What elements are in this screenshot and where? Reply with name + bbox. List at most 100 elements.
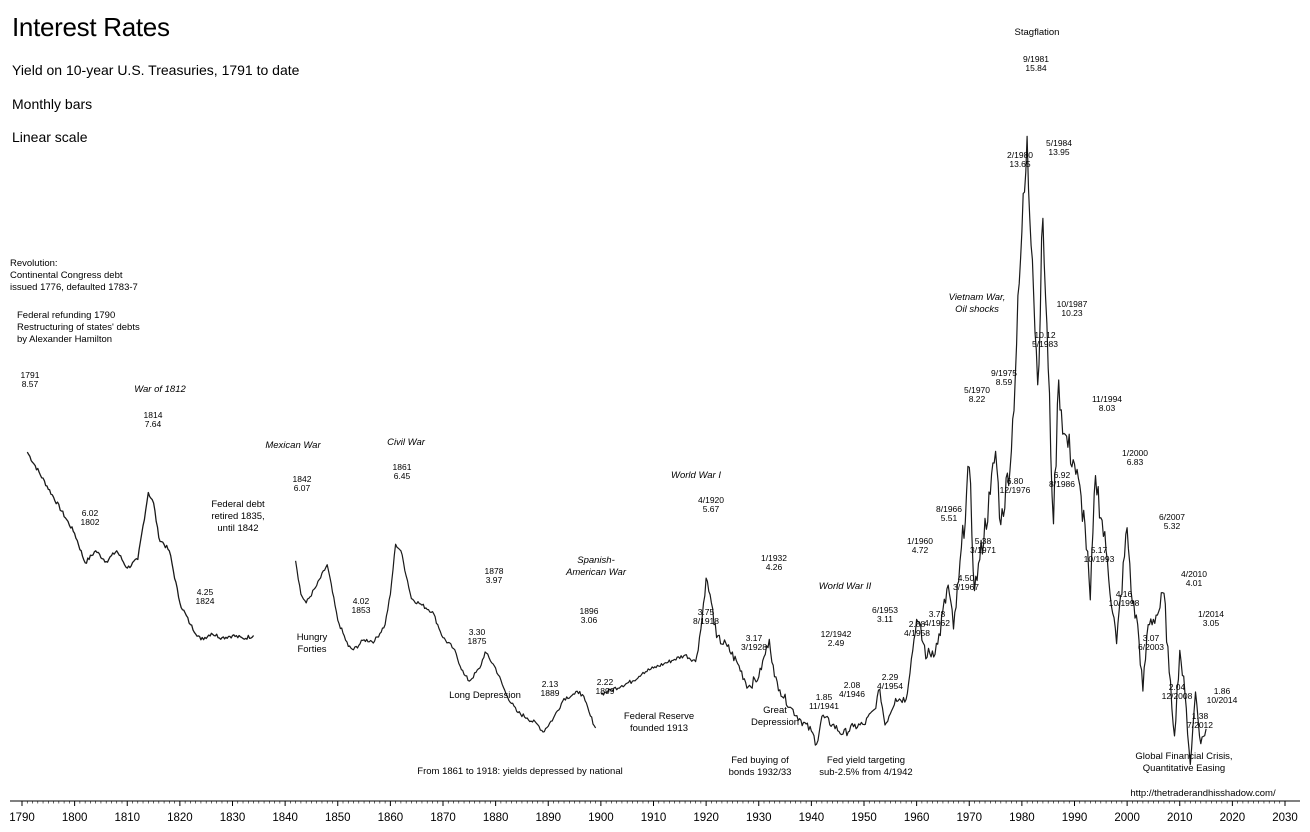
event-note-11-line-1: Forties <box>297 644 326 655</box>
annotation-bottom-37: 10/1993 <box>1084 554 1115 564</box>
annotation-top-1: 6.02 <box>82 508 99 518</box>
event-note-4-line-1: American War <box>565 567 627 578</box>
annotation-bottom-0: 8.57 <box>22 379 39 389</box>
annotation-bottom-34: 10.23 <box>1061 308 1083 318</box>
annotation-top-9: 2.13 <box>542 679 559 689</box>
annotation-bottom-10: 3.06 <box>581 615 598 625</box>
annotation-bottom-6: 6.45 <box>394 471 411 481</box>
x-tick-label-2020: 2020 <box>1220 812 1246 824</box>
annotation-bottom-46: 10/2014 <box>1207 695 1238 705</box>
annotation-top-19: 6/1953 <box>872 605 898 615</box>
series-line-yield-seg-2 <box>600 135 1207 766</box>
annotation-bottom-30: 13.65 <box>1009 159 1031 169</box>
event-note-18-line-1: Quantitative Easing <box>1143 763 1225 774</box>
annotation-top-4: 1842 <box>293 474 312 484</box>
annotation-bottom-36: 8.03 <box>1099 403 1116 413</box>
annotation-top-13: 3.75 <box>698 607 715 617</box>
annotation-bottom-35: 8/1986 <box>1049 479 1075 489</box>
annotation-top-0: 1791 <box>21 370 40 380</box>
annotation-top-15: 3.17 <box>746 633 763 643</box>
event-note-13-line-0: Federal Reserve <box>624 711 694 722</box>
annotation-top-6: 1861 <box>393 462 412 472</box>
annotation-bottom-8: 3.97 <box>486 575 503 585</box>
annotation-top-24: 8/1966 <box>936 504 962 514</box>
annotation-top-31: 9/1981 <box>1023 54 1049 64</box>
annotation-bottom-15: 3/1928 <box>741 642 767 652</box>
x-tick-label-1880: 1880 <box>483 812 509 824</box>
event-note-9-line-2: by Alexander Hamilton <box>17 334 112 345</box>
annotation-bottom-21: 4/1958 <box>904 628 930 638</box>
event-note-18-line-0: Global Financial Crisis, <box>1135 751 1232 762</box>
annotation-bottom-33: 5/1983 <box>1032 339 1058 349</box>
event-note-6-line-0: Vietnam War, <box>949 292 1006 303</box>
annotation-top-45: 1.38 <box>1192 711 1209 721</box>
x-tick-label-1850: 1850 <box>325 812 351 824</box>
x-tick-label-1790: 1790 <box>9 812 35 824</box>
event-note-13-line-1: founded 1913 <box>630 723 688 734</box>
event-note-9-line-0: Federal refunding 1790 <box>17 310 115 321</box>
annotation-bottom-2: 7.64 <box>145 419 162 429</box>
annotation-bottom-40: 6/2003 <box>1138 642 1164 652</box>
annotation-bottom-17: 11/1941 <box>809 701 839 711</box>
chart-subtitle-scale: Linear scale <box>12 129 88 145</box>
annotation-top-17: 1.85 <box>816 692 833 702</box>
x-tick-label-1950: 1950 <box>851 812 877 824</box>
annotation-top-42: 4/2010 <box>1181 569 1207 579</box>
event-note-16-line-1: sub-2.5% from 4/1942 <box>819 767 912 778</box>
annotation-bottom-16: 2.49 <box>828 638 845 648</box>
annotation-bottom-18: 4/1946 <box>839 689 865 699</box>
annotation-bottom-45: 7/2012 <box>1187 720 1213 730</box>
x-tick-label-1890: 1890 <box>535 812 561 824</box>
annotation-bottom-41: 5.32 <box>1164 521 1181 531</box>
event-note-14-line-0: Great <box>763 705 787 716</box>
annotation-bottom-3: 1824 <box>196 596 215 606</box>
annotation-top-32: 5/1984 <box>1046 138 1072 148</box>
x-tick-label-1820: 1820 <box>167 812 193 824</box>
x-tick-label-2030: 2030 <box>1272 812 1298 824</box>
annotation-bottom-28: 8.59 <box>996 377 1013 387</box>
x-tick-label-1830: 1830 <box>220 812 246 824</box>
annotation-top-12: 4/1920 <box>698 495 724 505</box>
event-note-8-line-0: Revolution: <box>10 258 58 269</box>
annotation-top-34: 10/1987 <box>1057 299 1088 309</box>
annotation-top-21: 2.88 <box>909 619 926 629</box>
annotation-bottom-5: 1853 <box>352 605 371 615</box>
annotation-top-28: 9/1975 <box>991 368 1017 378</box>
annotation-bottom-31: 15.84 <box>1025 63 1047 73</box>
annotation-top-3: 4.25 <box>197 587 214 597</box>
annotation-top-11: 2.22 <box>597 677 614 687</box>
annotation-top-18: 2.08 <box>844 680 861 690</box>
annotation-bottom-4: 6.07 <box>294 483 311 493</box>
chart-subtitle: Yield on 10-year U.S. Treasuries, 1791 t… <box>12 62 300 78</box>
x-tick-label-1800: 1800 <box>62 812 88 824</box>
annotation-top-33: 10.12 <box>1034 330 1056 340</box>
annotation-top-5: 4.02 <box>353 596 370 606</box>
annotation-top-16: 12/1942 <box>821 629 852 639</box>
annotation-bottom-26: 3/1971 <box>970 545 996 555</box>
annotation-top-22: 1/1960 <box>907 536 933 546</box>
event-note-5-line-0: World War II <box>819 581 872 592</box>
annotation-top-35: 6.92 <box>1054 470 1071 480</box>
event-note-14-line-1: Depression <box>751 717 799 728</box>
annotation-top-38: 1/2000 <box>1122 448 1148 458</box>
annotation-bottom-7: 1875 <box>468 636 487 646</box>
event-note-1-line-0: Mexican War <box>265 440 321 451</box>
event-note-9-line-1: Restructuring of states' debts <box>17 322 140 333</box>
event-note-11-line-0: Hungry <box>297 632 328 643</box>
annotation-bottom-24: 5.51 <box>941 513 958 523</box>
x-tick-label-1920: 1920 <box>693 812 719 824</box>
annotation-bottom-42: 4.01 <box>1186 578 1203 588</box>
event-note-2-line-0: Civil War <box>387 437 426 448</box>
event-note-4-line-0: Spanish- <box>577 555 615 566</box>
annotation-top-36: 11/1994 <box>1092 394 1122 404</box>
annotation-bottom-12: 5.67 <box>703 504 720 514</box>
annotation-top-37: 5.17 <box>1091 545 1108 555</box>
annotation-top-30: 2/1980 <box>1007 150 1033 160</box>
event-note-15-line-0: Fed buying of <box>731 755 789 766</box>
event-note-17-line-0: From 1861 to 1918: yields depressed by n… <box>417 766 622 777</box>
x-tick-label-1860: 1860 <box>378 812 404 824</box>
annotation-bottom-44: 3.05 <box>1203 618 1220 628</box>
annotation-top-46: 1.86 <box>1214 686 1231 696</box>
